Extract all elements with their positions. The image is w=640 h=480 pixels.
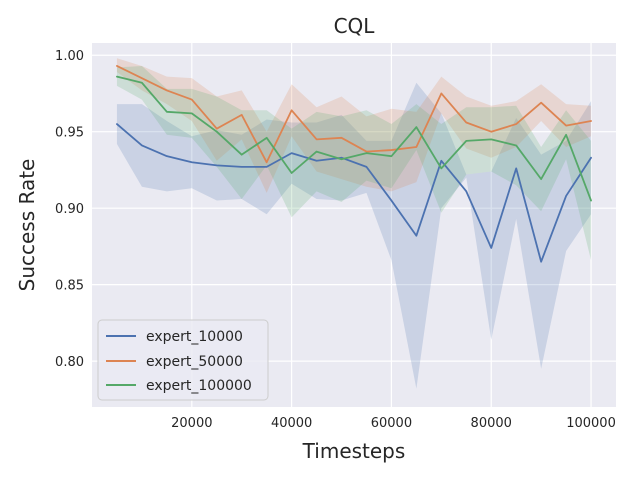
legend-label-expert-10000: expert_10000	[146, 329, 243, 345]
band-expert-50000	[116, 58, 592, 193]
x-tick-labels: 20000 40000 60000 80000 100000	[171, 416, 616, 431]
legend-label-expert-50000: expert_50000	[146, 354, 243, 370]
line-expert-10000	[116, 123, 592, 263]
x-tick-label: 20000	[171, 416, 212, 431]
x-tick-label: 100000	[566, 416, 616, 431]
x-tick-label: 80000	[471, 416, 512, 431]
line-expert-100000	[116, 75, 592, 202]
x-tick-label: 60000	[371, 416, 412, 431]
chart-title: CQL	[334, 14, 376, 38]
band-expert-10000	[116, 82, 592, 389]
legend-box	[97, 319, 269, 401]
y-tick-label: 0.80	[55, 355, 84, 370]
legend: expert_10000 expert_50000 expert_100000	[97, 319, 269, 401]
y-tick-label: 0.90	[55, 202, 84, 217]
line-expert-50000	[116, 65, 592, 164]
y-tick-labels: 0.80 0.85 0.90 0.95 1.00	[55, 49, 84, 370]
x-tick-label: 40000	[271, 416, 312, 431]
y-tick-label: 1.00	[55, 49, 84, 64]
legend-label-expert-100000: expert_100000	[146, 378, 252, 394]
y-axis-title: Success Rate	[15, 159, 39, 292]
y-tick-label: 0.95	[55, 126, 84, 141]
series-lines	[116, 65, 592, 263]
y-tick-label: 0.85	[55, 279, 84, 294]
x-axis-title: Timesteps	[302, 439, 406, 463]
